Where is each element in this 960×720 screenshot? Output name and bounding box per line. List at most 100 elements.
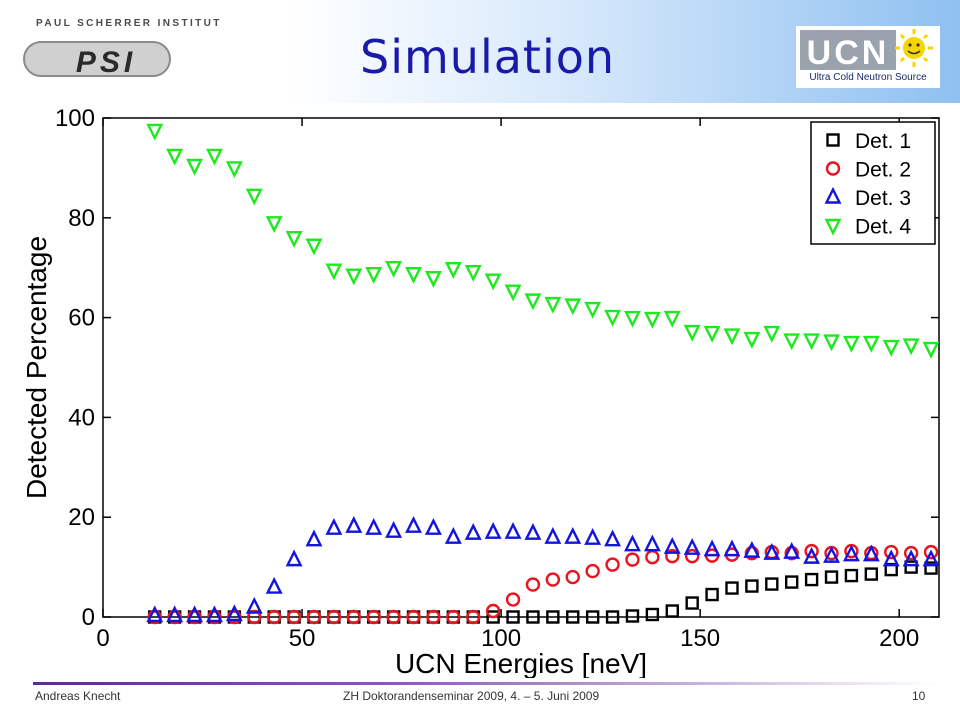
data-point [922,549,940,567]
data-point [862,335,880,353]
data-point [584,301,602,319]
data-point [765,577,779,591]
series-det-2 [147,543,939,625]
data-point [745,579,759,593]
x-axis-label: UCN Energies [neV] [395,648,647,678]
data-point [904,560,918,574]
data-point [624,310,641,328]
data-point [286,609,302,625]
data-point [605,557,620,572]
series-det-3 [146,515,940,623]
data-point [266,609,282,625]
data-point [685,596,699,610]
data-point [484,273,502,291]
data-point [366,609,381,625]
data-point [803,333,821,351]
legend-label: Det. 2 [855,159,911,182]
data-point [884,544,899,560]
data-point [526,610,540,624]
data-point [645,607,660,622]
data-point [406,609,421,625]
page-number: 10 [912,689,926,703]
data-point [265,576,283,594]
legend-marker [824,218,842,236]
data-point [346,609,361,625]
data-point [725,581,739,595]
data-point [524,522,542,540]
data-point [485,603,501,619]
x-tick-label: 200 [879,625,919,652]
x-tick-label: 0 [96,625,109,652]
data-point [842,544,860,562]
footer-divider [33,682,938,685]
axes-layer: 0 50 100 150 200 0 20 40 60 80 100 [55,105,940,652]
data-point [167,609,182,625]
ucn-logo: UCN [796,26,940,88]
data-point [305,529,323,547]
data-point [325,263,343,281]
data-point [723,539,741,557]
data-point [585,563,600,579]
data-point [206,605,223,623]
data-point [663,536,681,554]
data-point [703,539,721,557]
data-point [763,542,781,560]
data-point [625,609,640,623]
data-point [763,325,781,343]
data-point [783,333,801,351]
data-point [365,517,383,535]
data-point [705,587,719,602]
data-point [146,605,164,623]
data-point [464,264,482,282]
data-point [923,544,939,560]
data-point [823,545,840,563]
institute-caption: PAUL SCHERRER INSTITUT [36,18,222,29]
data-point [405,515,422,533]
data-point [506,610,520,624]
data-point [882,339,900,357]
plot-frame [102,117,940,618]
data-point [385,520,403,538]
data-point [345,515,363,533]
data-point [405,266,422,284]
data-point [862,544,880,562]
data-point [924,561,938,575]
data-point [525,577,541,592]
data-point [625,552,640,567]
legend-marker [826,133,840,147]
data-point [723,328,741,346]
data-point [385,260,403,278]
sun-icon [895,29,933,67]
data-point [703,325,721,343]
data-point [584,527,602,545]
data-point [743,540,761,558]
data-point [444,526,462,544]
data-point [225,604,243,622]
data-point [206,148,223,166]
data-point [902,338,920,356]
y-tick-label: 80 [68,205,95,232]
data-point [564,298,582,316]
footer-event: ZH Doktorandenseminar 2009, 4. – 5. Juni… [343,689,600,703]
series-det-4 [146,123,940,359]
data-point [146,123,164,141]
data-point [683,537,701,555]
marks-layer [146,123,940,625]
data-point [665,604,679,618]
data-point [902,549,920,567]
data-point [326,609,342,625]
data-point [504,521,522,539]
data-point [684,548,700,564]
data-point [147,609,162,625]
x-tick-label: 50 [289,625,316,652]
data-point [824,570,839,584]
data-point [186,605,204,623]
data-point [464,522,482,540]
data-point [624,534,641,552]
psi-logo: PSI [23,41,171,79]
data-point [544,296,562,314]
data-point [643,534,661,552]
y-tick-label: 60 [68,305,95,332]
data-point [245,596,263,614]
data-point [466,609,481,625]
